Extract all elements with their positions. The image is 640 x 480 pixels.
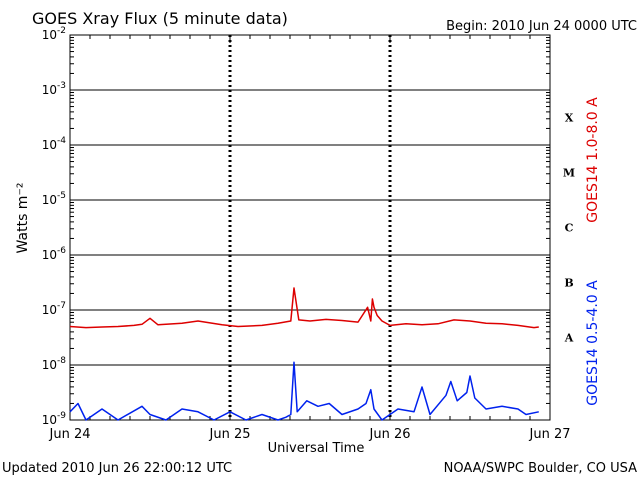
y-tick-label: 10-2 [42, 26, 66, 42]
series-label-short: GOES14 0.5-4.0 A [585, 280, 601, 406]
y-tick-label: 10-5 [42, 191, 66, 207]
data-series [69, 287, 539, 421]
begin-label: Begin: 2010 Jun 24 0000 UTC [446, 19, 637, 34]
plot-frame [69, 34, 551, 421]
y-axis-label: Watts m⁻² [15, 183, 31, 254]
series-line [69, 361, 539, 421]
flare-class-label: M [563, 167, 575, 180]
y-tick-label: 10-8 [42, 356, 67, 372]
flare-class-label: C [565, 222, 574, 235]
flare-class-label: X [565, 112, 574, 125]
x-axis-label: Universal Time [268, 441, 365, 456]
y-tick-label: 10-4 [42, 136, 67, 152]
x-tick-label: Jun 24 [49, 427, 91, 442]
x-tick-label: Jun 27 [529, 427, 571, 442]
flare-class-labels: A B C M X [563, 112, 575, 345]
series-line [69, 287, 539, 329]
chart-title: GOES Xray Flux (5 minute data) [32, 9, 288, 28]
x-axis-ticks: Jun 24 Jun 25 Jun 26 Jun 27 [49, 427, 571, 442]
y-tick-label: 10-7 [42, 301, 66, 317]
flare-class-label: A [564, 332, 574, 345]
x-tick-label: Jun 25 [209, 427, 251, 442]
flare-class-label: B [564, 277, 573, 290]
y-axis-ticks: 10-9 10-8 10-7 10-6 10-5 10-4 10-3 10-2 [42, 26, 67, 427]
credit-label: NOAA/SWPC Boulder, CO USA [444, 461, 637, 476]
x-tick-label: Jun 26 [369, 427, 411, 442]
y-tick-label: 10-3 [42, 81, 66, 97]
y-tick-label: 10-9 [42, 411, 67, 427]
series-label-long: GOES14 1.0-8.0 A [585, 97, 601, 223]
updated-label: Updated 2010 Jun 26 22:00:12 UTC [2, 461, 232, 476]
y-tick-label: 10-6 [42, 246, 67, 262]
plot-grid [69, 35, 551, 420]
